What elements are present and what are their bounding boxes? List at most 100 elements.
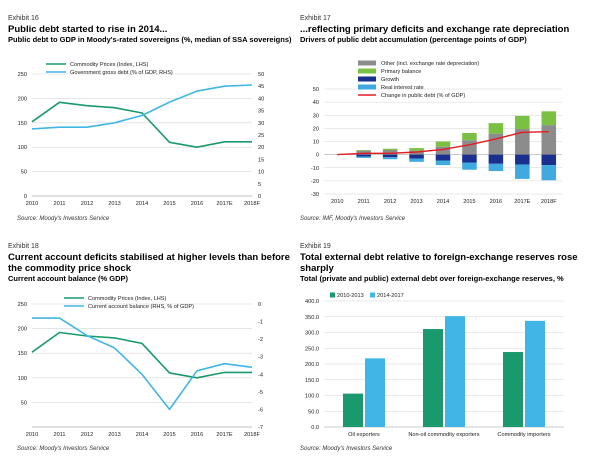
x-tick-label: 2011 <box>358 199 370 205</box>
x-tick-label: 2016 <box>191 432 203 438</box>
y-tick-label: 50 <box>21 400 27 406</box>
y-tick-label: 100.0 <box>305 394 319 400</box>
exhibit-label: Exhibit 17 <box>300 15 331 22</box>
legend-label: Other (incl. exchange rate depreciation) <box>381 61 479 67</box>
chart-title: ...reflecting primary deficits and excha… <box>300 24 570 35</box>
y2-tick-label: 0 <box>258 194 261 200</box>
chart-title: Total external debt relative to foreign-… <box>300 252 578 274</box>
y2-tick-label: -3 <box>258 355 263 361</box>
bar-segment <box>409 148 424 151</box>
exhibit-16-chart: 0 50 100 150 200 250 0 5 10 15 20 25 30 35 40 45 50 2010 2… <box>18 62 265 207</box>
chart-subtitle: Drivers of public debt accumulation (per… <box>300 35 527 44</box>
exhibit-16-panel: Exhibit 16 Public debt started to rise i… <box>8 14 295 242</box>
y-tick-label: -30 <box>311 192 319 198</box>
y-tick-label: 20 <box>313 126 319 132</box>
bar <box>503 352 523 427</box>
y-tick-label: -20 <box>311 179 319 185</box>
x-tick-label: Oil exporters <box>348 432 380 438</box>
x-tick-label: 2014 <box>136 432 148 438</box>
y2-tick-label: 35 <box>258 109 264 115</box>
bar-segment <box>435 146 451 155</box>
y2-tick-label: -5 <box>258 390 263 396</box>
y-tick-label: 250 <box>18 302 27 308</box>
legend-label: 2010-2013 <box>337 293 364 299</box>
x-tick-label: 2015 <box>163 432 175 438</box>
bar-segment <box>488 163 504 172</box>
bar-segment <box>515 164 530 179</box>
x-tick-label: 2015 <box>163 201 175 207</box>
x-tick-label: 2010 <box>26 201 38 207</box>
chart-title: Public debt started to rise in 2014... <box>8 24 168 35</box>
y-tick-label: 250.0 <box>305 346 319 352</box>
bar-segment <box>382 148 398 151</box>
bar-segment <box>515 154 530 165</box>
legend-swatch <box>330 292 335 298</box>
bar-segment <box>541 111 557 126</box>
legend-swatch <box>358 60 376 66</box>
y-tick-label: -10 <box>311 166 319 172</box>
y-tick-label: 250 <box>18 72 27 78</box>
x-tick-label: 2011 <box>53 201 65 207</box>
y-tick-label: 350.0 <box>305 315 319 321</box>
bar <box>365 358 385 427</box>
bar-segment <box>515 129 530 155</box>
y2-tick-label: 50 <box>258 72 264 78</box>
bar-segment <box>462 132 477 141</box>
y-tick-label: 40 <box>313 100 319 106</box>
y2-tick-label: 45 <box>258 84 264 90</box>
chart-source: Source: Moody's Investors Service <box>300 446 393 452</box>
series-line <box>32 317 253 411</box>
exhibit-17-chart: -30 -20 -10 0 10 20 30 40 50 2010 2011 2012 2013 2014… <box>311 60 562 205</box>
chart-source: Source: Moody's Investors Service <box>17 216 110 222</box>
x-tick-label: 2017E <box>514 199 530 205</box>
y2-tick-label: -1 <box>258 320 263 326</box>
legend-label: Commodity Prices (Index, LHS) <box>88 296 166 302</box>
legend-swatch <box>358 68 376 74</box>
chart-source: Source: Moody's Investors Service <box>17 446 110 452</box>
bar <box>423 329 443 427</box>
bar <box>445 316 465 427</box>
y-tick-label: 150.0 <box>305 378 319 384</box>
y2-tick-label: 30 <box>258 121 264 127</box>
series-line <box>31 84 253 130</box>
x-tick-label: 2016 <box>191 201 203 207</box>
y-tick-label: 200 <box>18 327 27 333</box>
bar-segment <box>382 157 398 160</box>
y2-tick-label: 40 <box>258 96 264 102</box>
y2-tick-label: -4 <box>258 372 263 378</box>
bar-segment <box>515 115 530 130</box>
bar-segment <box>382 150 398 155</box>
bar-segment <box>462 140 477 155</box>
x-tick-label: 2010 <box>331 199 343 205</box>
bar <box>343 393 363 427</box>
bar-segment <box>541 165 557 181</box>
x-tick-label: Commodity importers <box>497 432 550 438</box>
x-tick-label: 2014 <box>437 199 449 205</box>
y-tick-label: 400.0 <box>305 299 319 305</box>
bar-segment <box>541 154 557 166</box>
exhibit-label: Exhibit 18 <box>8 243 39 250</box>
bar-segment <box>435 160 451 166</box>
bar-segment <box>488 154 504 164</box>
y-tick-label: 50 <box>21 170 27 176</box>
x-tick-label: 2017E <box>216 432 232 438</box>
bar-segment <box>356 156 371 158</box>
chart-subtitle: Public debt to GDP in Moody's-rated sove… <box>8 35 292 44</box>
chart-source: Source: IMF, Moody's Investors Service <box>300 216 406 222</box>
legend-label: Current account balance (RHS, % of GDP) <box>88 304 194 310</box>
bar-segment <box>435 141 451 147</box>
x-tick-label: 2018F <box>244 201 260 207</box>
legend-label: Growth <box>381 77 399 83</box>
x-tick-label: 2018F <box>541 199 557 205</box>
chart-subtitle: Current account balance (% GDP) <box>8 274 129 283</box>
y-tick-label: 30 <box>313 113 319 119</box>
y-tick-label: 0.0 <box>311 425 319 431</box>
x-tick-label: 2012 <box>384 199 396 205</box>
y-tick-label: 100 <box>18 145 27 151</box>
series-line <box>337 131 549 156</box>
x-tick-label: 2010 <box>26 432 38 438</box>
x-tick-label: 2017E <box>216 201 232 207</box>
y-tick-label: 10 <box>313 140 319 146</box>
y2-tick-label: 0 <box>258 302 261 308</box>
exhibit-label: Exhibit 19 <box>300 243 331 250</box>
